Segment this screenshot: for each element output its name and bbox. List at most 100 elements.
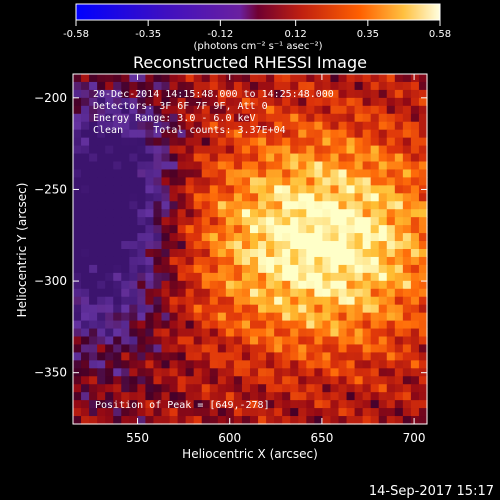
heatmap-cell [378, 217, 388, 226]
heatmap-cell [137, 384, 147, 393]
heatmap-cell [193, 241, 203, 250]
heatmap-cell [322, 384, 332, 393]
heatmap-cell [113, 344, 122, 353]
heatmap-cell [306, 296, 315, 306]
heatmap-cell [193, 233, 203, 242]
heatmap-cell [97, 264, 106, 274]
heatmap-cell [386, 241, 396, 250]
heatmap-cell [402, 225, 412, 234]
heatmap-cell [89, 74, 98, 83]
heatmap-cell [338, 249, 348, 258]
heatmap-cell [233, 256, 243, 266]
heatmap-cell [338, 264, 348, 274]
heatmap-cell [201, 209, 211, 218]
heatmap-cell [73, 296, 82, 306]
heatmap-cell [137, 376, 147, 385]
heatmap-cell [402, 89, 412, 99]
heatmap-cell [169, 296, 179, 306]
heatmap-cell [185, 360, 195, 369]
heatmap-cell [185, 121, 195, 131]
heatmap-cell [306, 105, 315, 115]
heatmap-cell [201, 368, 211, 377]
heatmap-cell [370, 74, 380, 83]
heatmap-cell [282, 344, 291, 353]
heatmap-cell [89, 376, 98, 385]
heatmap-cell [113, 352, 122, 361]
heatmap-cell [145, 161, 155, 171]
heatmap-cell [185, 217, 195, 226]
heatmap-cell [330, 145, 340, 155]
heatmap-cell [225, 129, 235, 139]
heatmap-cell [201, 336, 211, 346]
heatmap-cell [105, 161, 114, 171]
heatmap-cell [105, 137, 114, 147]
heatmap-cell [258, 312, 267, 322]
heatmap-cell [201, 169, 211, 178]
heatmap-cell [386, 121, 396, 131]
heatmap-cell [177, 249, 187, 258]
heatmap-cell [177, 344, 187, 353]
heatmap-cell [250, 89, 259, 99]
heatmap-cell [354, 304, 364, 314]
heatmap-cell [330, 105, 340, 115]
heatmap-cell [378, 89, 388, 99]
heatmap-cell [89, 368, 98, 377]
heatmap-cell [73, 161, 82, 171]
heatmap-cell [209, 352, 219, 361]
heatmap-cell [354, 408, 364, 417]
colorbar-tick-label: -0.35 [135, 29, 161, 40]
heatmap-cell [177, 74, 187, 83]
heatmap-cell [89, 89, 98, 99]
heatmap-cell [177, 201, 187, 210]
heatmap-cell [306, 392, 315, 401]
heatmap-cell [298, 217, 307, 226]
heatmap-cell [314, 105, 324, 115]
heatmap-cell [330, 400, 340, 409]
heatmap-cell [233, 97, 243, 107]
heatmap-cell [233, 272, 243, 282]
heatmap-cell [394, 217, 404, 226]
heatmap-cell [362, 344, 372, 353]
heatmap-cell [217, 177, 227, 186]
heatmap-cell [402, 145, 412, 155]
heatmap-cell [241, 272, 251, 282]
heatmap-cell [129, 217, 138, 226]
heatmap-cell [89, 113, 98, 123]
heatmap-cell [153, 177, 163, 186]
heatmap-cell [314, 416, 324, 425]
heatmap-cell [129, 312, 138, 322]
heatmap-cell [266, 392, 275, 401]
heatmap-cell [354, 217, 364, 226]
heatmap-cell [225, 304, 235, 314]
heatmap-cell [193, 312, 203, 322]
heatmap-cell [121, 177, 130, 186]
heatmap-cell [378, 97, 388, 107]
heatmap-cell [410, 400, 420, 409]
heatmap-cell [241, 344, 251, 353]
heatmap-cell [177, 233, 187, 242]
heatmap-cell [145, 400, 155, 409]
heatmap-cell [209, 225, 219, 234]
heatmap-cell [354, 344, 364, 353]
heatmap-cell [129, 408, 138, 417]
heatmap-cell [370, 81, 380, 91]
heatmap-cell [185, 209, 195, 218]
heatmap-cell [113, 81, 122, 91]
heatmap-cell [81, 360, 90, 369]
heatmap-cell [233, 336, 243, 346]
heatmap-cell [73, 129, 82, 139]
heatmap-cell [161, 384, 171, 393]
heatmap-cell [290, 256, 299, 266]
heatmap-cell [185, 177, 195, 186]
heatmap-cell [378, 81, 388, 91]
heatmap-cell [250, 296, 259, 306]
heatmap-cell [177, 256, 187, 266]
heatmap-cell [209, 336, 219, 346]
heatmap-cell [402, 400, 412, 409]
heatmap-cell [161, 74, 171, 83]
heatmap-cell [402, 209, 412, 218]
heatmap-cell [153, 201, 163, 210]
heatmap-cell [418, 241, 428, 250]
heatmap-cell [314, 217, 324, 226]
